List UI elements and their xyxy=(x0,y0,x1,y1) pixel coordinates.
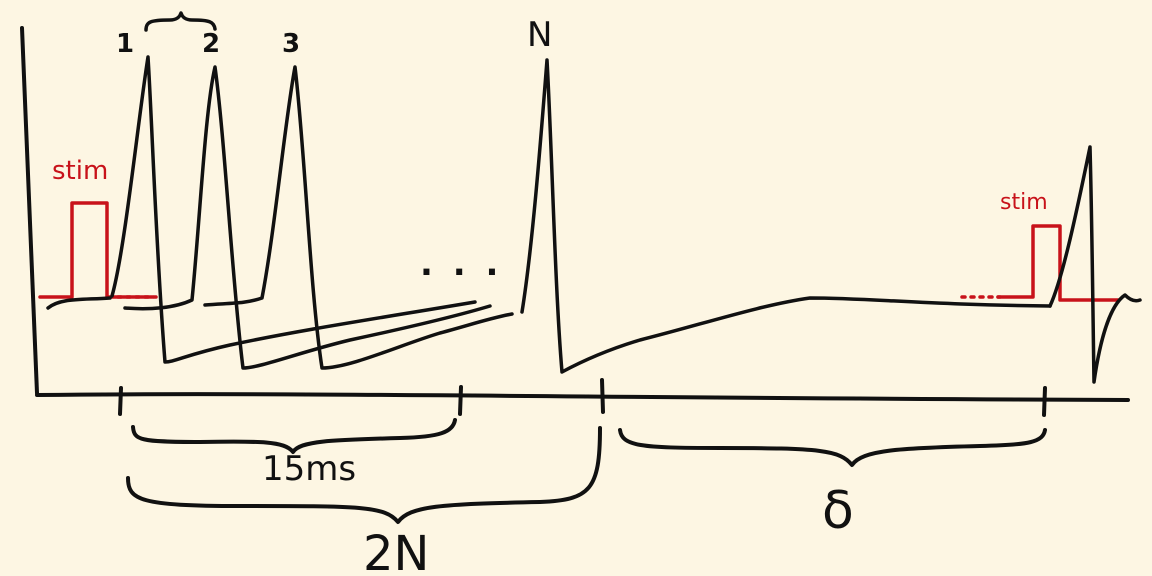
stim-left-label: stim xyxy=(52,156,108,186)
spike-n-label: N xyxy=(527,15,552,55)
tick-mark xyxy=(600,378,605,414)
spike-3-trace xyxy=(203,65,514,370)
stim-pulse-left xyxy=(38,201,155,299)
stim-pulse-right xyxy=(996,224,1120,302)
interval-15ms-label: 15ms xyxy=(262,449,356,489)
x-axis xyxy=(35,392,1130,402)
spike-1-trace xyxy=(110,55,477,364)
interval-2n-label: 2N xyxy=(363,526,429,576)
final-spike-trace xyxy=(1048,145,1142,384)
ellipsis-label: . . . xyxy=(420,244,502,284)
spike-3-label: 3 xyxy=(282,29,300,59)
y-axis xyxy=(20,26,39,395)
stim-right-label: stim xyxy=(1000,190,1048,215)
tick-mark xyxy=(1042,386,1047,417)
spike-n-trace xyxy=(520,58,1052,374)
brace-delta xyxy=(618,428,1047,467)
spike-2-trace xyxy=(123,65,492,370)
spike-2-label: 2 xyxy=(202,29,220,59)
interspike-bracket xyxy=(144,11,217,32)
spike-1-label: 1 xyxy=(116,29,134,59)
interval-delta-label: δ xyxy=(822,481,854,541)
baseline-trace xyxy=(46,296,112,310)
tick-mark xyxy=(458,385,463,416)
brace-2n xyxy=(126,426,602,524)
brace-15ms xyxy=(131,418,457,454)
tick-mark xyxy=(118,386,123,416)
